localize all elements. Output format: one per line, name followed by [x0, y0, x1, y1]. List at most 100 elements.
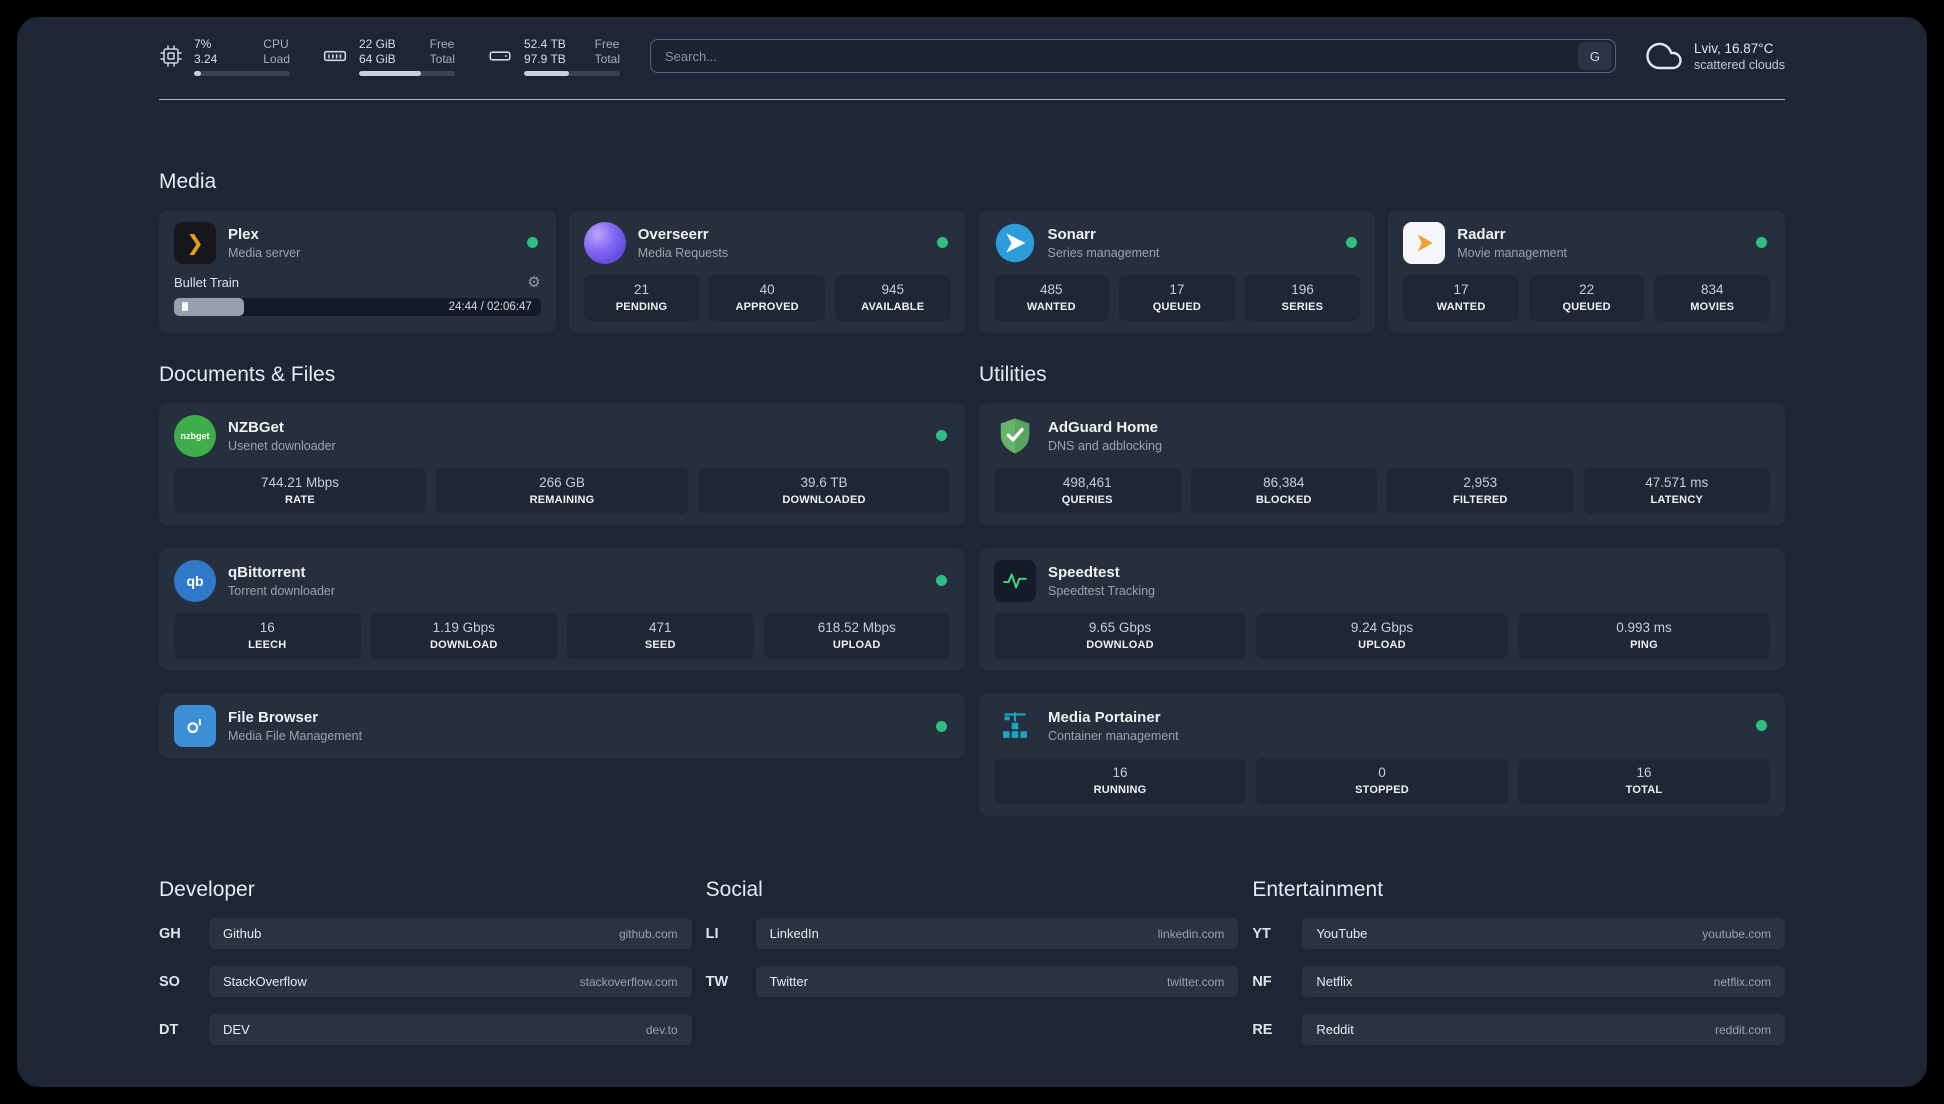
- cpu-percent: 7%: [194, 36, 212, 51]
- stat-tile: 17 QUEUED: [1119, 275, 1235, 321]
- bookmark-abbr: LI: [705, 925, 719, 942]
- bookmark-domain: twitter.com: [1166, 974, 1225, 989]
- stat-tile: 196 SERIES: [1244, 275, 1361, 321]
- cpu-label-1: CPU: [263, 36, 289, 51]
- stat-value: 39.6 TB: [800, 475, 848, 490]
- stat-tile: 266 GB REMAINING: [436, 468, 688, 514]
- bookmark-row: GH Github github.com: [159, 918, 692, 949]
- pause-icon[interactable]: [182, 298, 188, 316]
- weather-widget: Lviv, 16.87°C scattered clouds: [1646, 38, 1785, 74]
- bookmark-row: LI LinkedIn linkedin.com: [706, 918, 1239, 949]
- stat-label: REMAINING: [529, 494, 595, 506]
- bookmark-youtube[interactable]: YouTube youtube.com: [1302, 918, 1785, 949]
- bookmark-github[interactable]: Github github.com: [209, 918, 692, 949]
- stat-value: 86,384: [1263, 475, 1305, 490]
- disk-icon: [489, 51, 511, 61]
- stat-tile: 0 STOPPED: [1256, 758, 1508, 804]
- bookmark-netflix[interactable]: Netflix netflix.com: [1302, 966, 1785, 997]
- bookmark-row: DT DEV dev.to: [159, 1014, 692, 1045]
- memory-label-1: Free: [429, 36, 455, 51]
- stat-label: TOTAL: [1625, 784, 1663, 796]
- stat-label: SEED: [644, 639, 676, 651]
- memory-label-2: Total: [429, 51, 455, 66]
- disk-total: 97.9 TB: [524, 51, 566, 66]
- bookmark-row: TW Twitter twitter.com: [706, 966, 1239, 997]
- bookmark-domain: stackoverflow.com: [579, 974, 678, 989]
- nzbget-header[interactable]: nzbget NZBGet Usenet downloader: [174, 415, 950, 457]
- stat-value: 1.19 Gbps: [432, 620, 495, 635]
- stat-value: 196: [1291, 282, 1314, 297]
- section-title-utilities: Utilities: [979, 363, 1047, 386]
- cpu-label-2: Load: [263, 51, 290, 66]
- stat-label: MOVIES: [1690, 301, 1735, 313]
- stat-tile: 86,384 BLOCKED: [1190, 468, 1377, 514]
- bookmark-name: Reddit: [1316, 1022, 1354, 1037]
- service-name: Speedtest: [1048, 564, 1120, 581]
- bookmark-domain: github.com: [618, 926, 678, 941]
- speedtest-header[interactable]: Speedtest Speedtest Tracking: [994, 560, 1770, 602]
- bookmark-row: NF Netflix netflix.com: [1252, 966, 1785, 997]
- section-title-media: Media: [159, 170, 217, 193]
- overseerr-card: Overseerr Media Requests 21 PENDING 40 APP…: [568, 210, 966, 333]
- qbittorrent-header[interactable]: qb qBittorrent Torrent downloader: [174, 560, 950, 602]
- stat-value: 40: [759, 282, 775, 297]
- overseerr-icon: [583, 222, 626, 264]
- bookmark-dev[interactable]: DEV dev.to: [209, 1014, 692, 1045]
- portainer-card: Media Portainer Container management 16 R…: [979, 693, 1785, 816]
- bookmark-domain: reddit.com: [1714, 1022, 1771, 1037]
- section-title-entertainment: Entertainment: [1252, 878, 1384, 901]
- bookmark-abbr: DT: [159, 1021, 179, 1038]
- bookmark-linkedin[interactable]: LinkedIn linkedin.com: [755, 918, 1239, 949]
- overseerr-header[interactable]: Overseerr Media Requests: [583, 222, 951, 264]
- service-name: File Browser: [228, 709, 319, 726]
- stat-label: PENDING: [615, 301, 668, 313]
- filebrowser-icon: [174, 705, 216, 747]
- bookmark-stackoverflow[interactable]: StackOverflow stackoverflow.com: [209, 966, 692, 997]
- disk-free: 52.4 TB: [524, 36, 566, 51]
- gear-icon[interactable]: ⚙: [527, 274, 541, 291]
- bookmark-name: Netflix: [1316, 974, 1353, 989]
- radarr-card: Radarr Movie management 17 WANTED 22 QUEUE…: [1388, 210, 1785, 333]
- developer-column: Developer GH Github github.com SO StackO…: [159, 816, 692, 1045]
- status-dot: [936, 237, 948, 248]
- stat-tile: 16 RUNNING: [994, 758, 1246, 804]
- portainer-header[interactable]: Media Portainer Container management: [994, 705, 1770, 747]
- filebrowser-header[interactable]: File Browser Media File Management: [174, 705, 950, 747]
- stat-label: DOWNLOADED: [782, 494, 866, 506]
- playback-progress[interactable]: 24:44 / 02:06:47: [174, 298, 541, 316]
- bookmark-abbr: RE: [1252, 1021, 1273, 1038]
- plex-header[interactable]: ❯ Plex Media server: [174, 222, 541, 264]
- service-name: Media Portainer: [1048, 709, 1161, 726]
- bookmark-abbr: YT: [1252, 925, 1271, 942]
- bookmark-row: SO StackOverflow stackoverflow.com: [159, 966, 692, 997]
- stat-tile: 16 TOTAL: [1518, 758, 1770, 804]
- stat-value: 9.65 Gbps: [1088, 620, 1152, 635]
- stat-value: 21: [634, 282, 650, 297]
- memory-free: 22 GiB: [359, 36, 396, 51]
- radarr-header[interactable]: Radarr Movie management: [1403, 222, 1770, 264]
- stat-label: DOWNLOAD: [429, 639, 498, 651]
- service-subtitle: DNS and adblocking: [1048, 439, 1162, 453]
- search-input[interactable]: [651, 40, 1578, 72]
- stat-tile: 618.52 Mbps UPLOAD: [763, 613, 950, 659]
- stat-tile: 485 WANTED: [993, 275, 1110, 321]
- bookmark-twitter[interactable]: Twitter twitter.com: [755, 966, 1239, 997]
- playback-time: 24:44 / 02:06:47: [448, 301, 532, 313]
- service-subtitle: Movie management: [1457, 246, 1568, 260]
- search-provider-button[interactable]: G: [1577, 42, 1612, 70]
- stat-value: 9.24 Gbps: [1350, 620, 1414, 635]
- bookmark-domain: dev.to: [645, 1022, 678, 1037]
- cpu-icon: [160, 45, 182, 67]
- stat-label: DOWNLOAD: [1086, 639, 1154, 651]
- bookmark-abbr: GH: [159, 925, 181, 942]
- service-subtitle: Media Requests: [637, 246, 729, 260]
- status-dot: [936, 575, 947, 586]
- adguard-header[interactable]: AdGuard Home DNS and adblocking: [994, 415, 1770, 457]
- stat-tile: 2,953 FILTERED: [1387, 468, 1574, 514]
- radarr-icon: [1403, 222, 1446, 264]
- bookmark-reddit[interactable]: Reddit reddit.com: [1302, 1014, 1785, 1045]
- sonarr-header[interactable]: Sonarr Series management: [994, 222, 1361, 264]
- bookmark-domain: linkedin.com: [1157, 926, 1225, 941]
- nzbget-icon: nzbget: [174, 415, 216, 457]
- stat-tile: 22 QUEUED: [1528, 275, 1645, 321]
